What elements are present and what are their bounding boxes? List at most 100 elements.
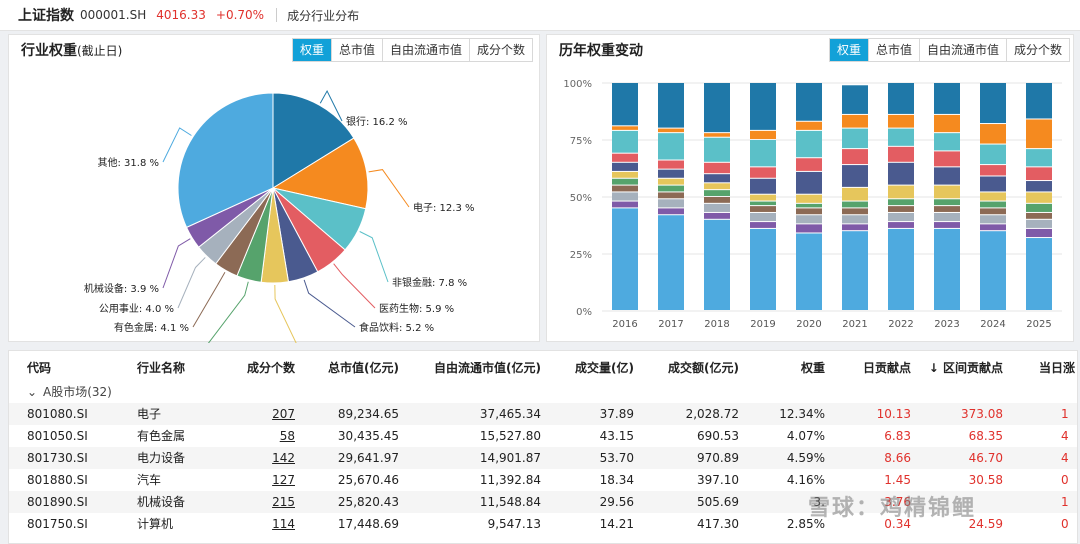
bar-segment[interactable] xyxy=(934,185,960,199)
bar-segment[interactable] xyxy=(1026,192,1052,203)
bar-segment[interactable] xyxy=(658,215,684,310)
bar-segment[interactable] xyxy=(612,126,638,130)
bar-segment[interactable] xyxy=(980,83,1006,124)
table-row[interactable]: 801050.SI 有色金属 58 30,435.45 15,527.80 43.15 69… xyxy=(9,425,1077,447)
col-industry[interactable]: 行业名称 xyxy=(137,361,186,375)
bar-segment[interactable] xyxy=(888,185,914,199)
bar-segment[interactable] xyxy=(750,212,776,222)
tab-constituent-count[interactable]: 成分个数 xyxy=(469,39,533,61)
bar-segment[interactable] xyxy=(658,192,684,199)
bar-segment[interactable] xyxy=(704,197,730,203)
table-row[interactable]: 801890.SI 机械设备 215 25,820.43 11,548.84 29.56 5… xyxy=(9,491,1077,513)
tab-market-cap[interactable]: 总市值 xyxy=(331,39,383,61)
bar-segment[interactable] xyxy=(612,153,638,162)
bar-segment[interactable] xyxy=(612,178,638,185)
bar-segment[interactable] xyxy=(934,206,960,212)
table-cell[interactable]: 114 xyxy=(272,517,295,531)
bar-segment[interactable] xyxy=(842,187,868,201)
pie-slice[interactable] xyxy=(271,137,369,210)
bar-segment[interactable] xyxy=(980,201,1006,208)
bar-segment[interactable] xyxy=(658,83,684,128)
bar-segment[interactable] xyxy=(612,83,638,126)
bar-segment[interactable] xyxy=(888,162,914,185)
bar-segment[interactable] xyxy=(1026,83,1052,119)
bar-segment[interactable] xyxy=(934,133,960,151)
tab-constituent-count[interactable]: 成分个数 xyxy=(1006,39,1070,61)
bar-segment[interactable] xyxy=(796,224,822,233)
bar-segment[interactable] xyxy=(658,199,684,208)
bar-segment[interactable] xyxy=(750,222,776,228)
col-free-float[interactable]: 自由流通市值(亿元) xyxy=(434,361,541,375)
bar-segment[interactable] xyxy=(796,203,822,208)
bar-segment[interactable] xyxy=(796,208,822,215)
col-daily-change[interactable]: 当日涨 xyxy=(1039,361,1076,375)
col-weight[interactable]: 权重 xyxy=(800,361,825,375)
bar-segment[interactable] xyxy=(888,128,914,146)
col-code[interactable]: 代码 xyxy=(27,361,52,375)
bar-segment[interactable] xyxy=(796,233,822,310)
bar-segment[interactable] xyxy=(750,194,776,201)
bar-segment[interactable] xyxy=(888,146,914,162)
bar-segment[interactable] xyxy=(1026,228,1052,238)
col-turnover[interactable]: 成交额(亿元) xyxy=(668,361,739,375)
table-row[interactable]: 801080.SI 电子 207 89,234.65 37,465.34 37.89 2,0… xyxy=(9,403,1077,425)
bar-segment[interactable] xyxy=(842,114,868,128)
bar-segment[interactable] xyxy=(658,133,684,160)
bar-segment[interactable] xyxy=(704,219,730,310)
bar-segment[interactable] xyxy=(980,124,1006,144)
bar-segment[interactable] xyxy=(704,190,730,196)
bar-segment[interactable] xyxy=(750,201,776,206)
table-row[interactable]: 801750.SI 计算机 114 17,448.69 9,547.13 14.21 417… xyxy=(9,513,1077,535)
bar-segment[interactable] xyxy=(704,137,730,162)
bar-segment[interactable] xyxy=(704,174,730,183)
bar-segment[interactable] xyxy=(750,167,776,178)
bar-segment[interactable] xyxy=(612,130,638,153)
col-count[interactable]: 成分个数 xyxy=(246,361,295,375)
bar-segment[interactable] xyxy=(612,185,638,192)
bar-segment[interactable] xyxy=(750,228,776,310)
bar-segment[interactable] xyxy=(704,162,730,174)
bar-segment[interactable] xyxy=(842,149,868,165)
bar-segment[interactable] xyxy=(934,167,960,185)
bar-segment[interactable] xyxy=(934,212,960,222)
bar-segment[interactable] xyxy=(842,128,868,149)
bar-segment[interactable] xyxy=(980,165,1006,176)
col-daily-points[interactable]: 日贡献点 xyxy=(862,361,911,375)
bar-segment[interactable] xyxy=(704,203,730,212)
bar-segment[interactable] xyxy=(842,201,868,208)
bar-segment[interactable] xyxy=(750,140,776,167)
bar-segment[interactable] xyxy=(612,171,638,178)
bar-segment[interactable] xyxy=(888,83,914,114)
bar-segment[interactable] xyxy=(842,231,868,310)
bar-segment[interactable] xyxy=(658,160,684,169)
bar-segment[interactable] xyxy=(658,185,684,192)
bar-segment[interactable] xyxy=(888,206,914,212)
table-row[interactable]: 801730.SI 电力设备 142 29,641.97 14,901.87 53.70 9… xyxy=(9,447,1077,469)
bar-segment[interactable] xyxy=(612,162,638,171)
group-row[interactable]: ⌄ A股市场(32) xyxy=(9,381,1077,403)
bar-segment[interactable] xyxy=(750,178,776,194)
col-volume[interactable]: 成交量(亿) xyxy=(575,361,634,375)
bar-segment[interactable] xyxy=(980,192,1006,201)
bar-segment[interactable] xyxy=(842,215,868,224)
bar-segment[interactable] xyxy=(658,169,684,178)
bar-segment[interactable] xyxy=(980,215,1006,224)
bar-segment[interactable] xyxy=(888,212,914,222)
bar-segment[interactable] xyxy=(750,83,776,130)
bar-segment[interactable] xyxy=(750,206,776,212)
bar-segment[interactable] xyxy=(1026,238,1052,310)
bar-segment[interactable] xyxy=(842,85,868,114)
bar-segment[interactable] xyxy=(934,222,960,228)
bar-segment[interactable] xyxy=(842,208,868,215)
table-cell[interactable]: 215 xyxy=(272,495,295,509)
bar-segment[interactable] xyxy=(842,224,868,231)
bar-segment[interactable] xyxy=(796,171,822,194)
bar-segment[interactable] xyxy=(888,199,914,206)
bar-segment[interactable] xyxy=(1026,149,1052,167)
table-cell[interactable]: 58 xyxy=(279,429,295,443)
tab-free-float-cap[interactable]: 自由流通市值 xyxy=(382,39,470,61)
bar-segment[interactable] xyxy=(796,121,822,130)
bar-segment[interactable] xyxy=(704,133,730,137)
bar-segment[interactable] xyxy=(888,222,914,228)
bar-segment[interactable] xyxy=(842,165,868,187)
